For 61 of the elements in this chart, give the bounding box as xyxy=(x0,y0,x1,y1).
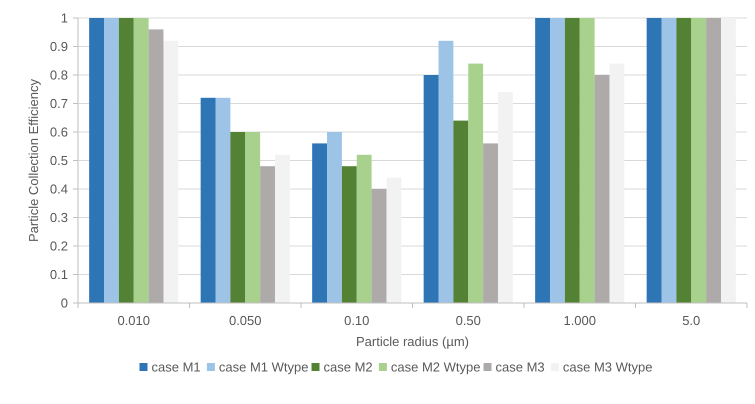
x-tick-label: 0.050 xyxy=(228,313,262,328)
bar xyxy=(216,98,230,303)
bar xyxy=(468,64,484,303)
legend-label: case M2 Wtype xyxy=(390,360,480,375)
x-tick-label: 0.10 xyxy=(344,313,370,328)
bar xyxy=(134,18,149,303)
x-tick-label: 1.000 xyxy=(563,313,596,328)
bar xyxy=(564,18,580,303)
y-tick-label: 0.2 xyxy=(50,238,68,254)
x-tick-label: 0.50 xyxy=(456,313,481,328)
bar xyxy=(424,75,439,303)
bar xyxy=(327,132,342,303)
bar xyxy=(691,18,706,303)
bar xyxy=(245,132,260,303)
bar xyxy=(720,18,736,303)
bar xyxy=(706,18,721,303)
bar xyxy=(594,75,610,303)
y-tick-label: 0.8 xyxy=(50,68,68,83)
bar xyxy=(550,18,565,303)
bar xyxy=(535,18,550,303)
bar xyxy=(342,166,357,303)
y-tick-label: 0.1 xyxy=(50,267,68,282)
legend-label: case M3 xyxy=(496,360,545,375)
x-axis-title: Particle radius (µm) xyxy=(356,334,469,349)
y-axis-title: Particle Collection Efficiency xyxy=(26,78,41,242)
bar xyxy=(498,92,513,303)
bar xyxy=(676,18,692,303)
bar xyxy=(312,143,328,303)
legend-label: case M1 Wtype xyxy=(218,360,308,375)
bar xyxy=(356,154,372,303)
bar xyxy=(483,143,498,303)
y-tick-label: 0.6 xyxy=(50,124,68,140)
bar xyxy=(372,189,386,303)
bar xyxy=(274,154,290,303)
bar xyxy=(89,18,104,303)
bar xyxy=(662,18,676,303)
bar xyxy=(580,18,595,303)
legend-label: case M1 xyxy=(152,360,201,375)
x-tick-label: 5.0 xyxy=(682,313,700,328)
y-tick-label: 0.7 xyxy=(50,96,68,112)
y-tick-label: 0 xyxy=(60,296,68,311)
bar xyxy=(438,40,454,303)
legend-label: case M2 xyxy=(324,360,373,375)
bar xyxy=(230,132,246,303)
y-tick-label: 0.4 xyxy=(50,182,68,197)
y-tick-label: 0.9 xyxy=(50,39,68,54)
bar xyxy=(200,98,216,303)
bar xyxy=(118,18,134,303)
y-tick-label: 0.5 xyxy=(50,153,68,168)
bar xyxy=(148,29,164,303)
bar xyxy=(453,120,468,303)
legend-label: case M3 Wtype xyxy=(562,360,652,375)
bar xyxy=(386,178,402,303)
x-tick-label: 0.010 xyxy=(117,313,150,328)
bar xyxy=(163,40,178,303)
bar xyxy=(260,166,275,303)
bar xyxy=(104,18,119,303)
y-tick-label: 1 xyxy=(60,10,68,26)
y-tick-label: 0.3 xyxy=(50,210,68,226)
bar xyxy=(609,64,624,303)
bar xyxy=(646,18,662,303)
